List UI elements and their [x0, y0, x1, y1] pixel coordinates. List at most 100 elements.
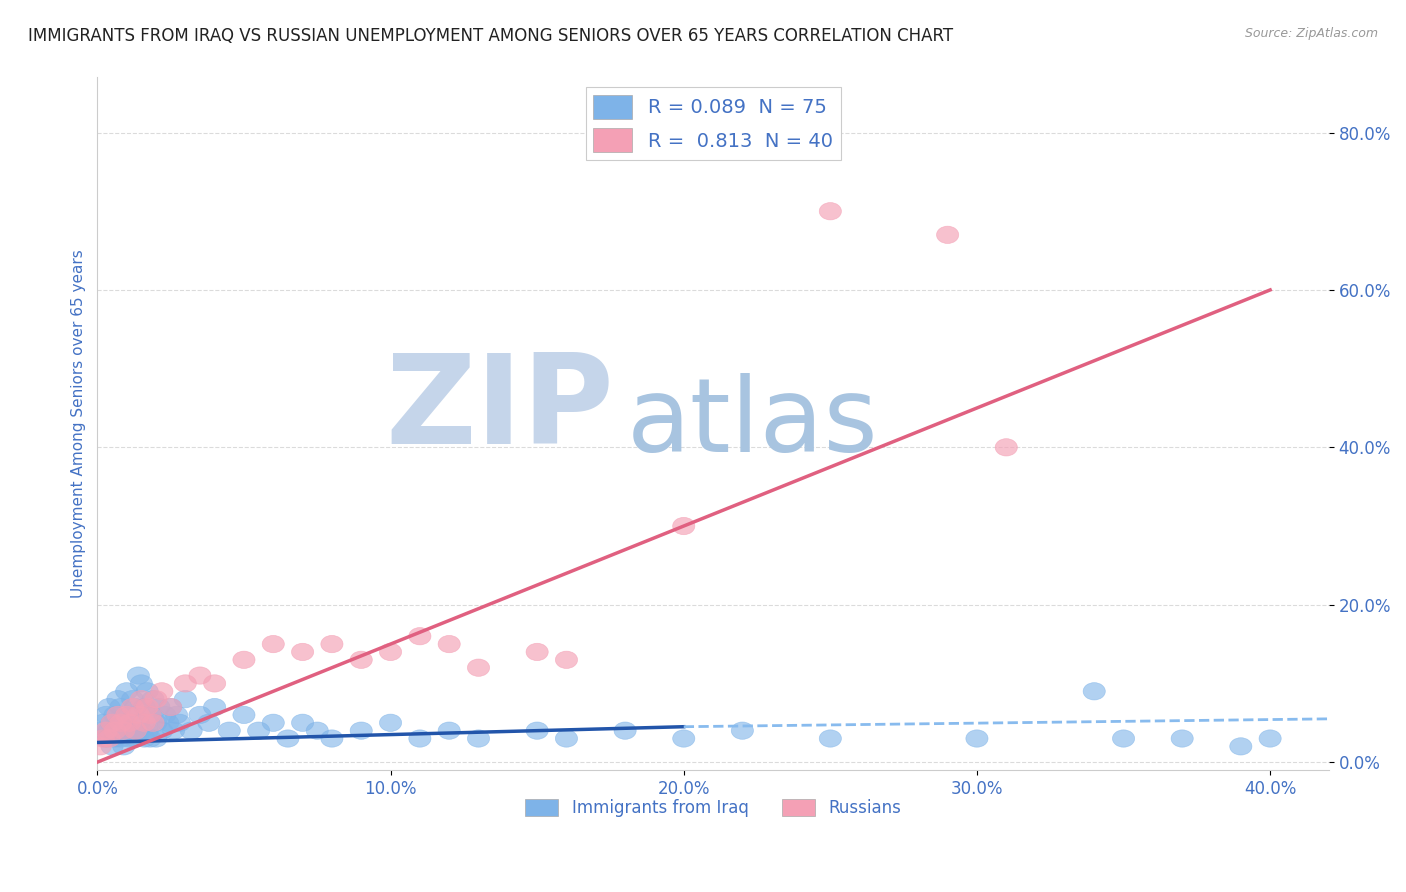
Ellipse shape [262, 714, 284, 731]
Ellipse shape [124, 730, 146, 747]
Ellipse shape [134, 698, 155, 715]
Ellipse shape [89, 722, 111, 739]
Ellipse shape [169, 714, 191, 731]
Ellipse shape [555, 651, 578, 668]
Ellipse shape [233, 651, 254, 668]
Ellipse shape [204, 698, 226, 715]
Ellipse shape [142, 714, 165, 731]
Ellipse shape [98, 730, 120, 747]
Ellipse shape [93, 730, 114, 747]
Ellipse shape [131, 674, 152, 692]
Ellipse shape [134, 714, 155, 731]
Ellipse shape [124, 698, 146, 715]
Ellipse shape [128, 667, 149, 684]
Ellipse shape [131, 722, 152, 739]
Ellipse shape [218, 722, 240, 739]
Ellipse shape [166, 706, 187, 723]
Ellipse shape [321, 730, 343, 747]
Ellipse shape [198, 714, 219, 731]
Ellipse shape [439, 722, 460, 739]
Ellipse shape [188, 706, 211, 723]
Ellipse shape [93, 714, 114, 731]
Ellipse shape [101, 714, 124, 731]
Text: ZIP: ZIP [385, 350, 614, 470]
Ellipse shape [96, 722, 117, 739]
Ellipse shape [118, 730, 141, 747]
Ellipse shape [128, 714, 149, 731]
Ellipse shape [380, 714, 402, 731]
Ellipse shape [107, 706, 129, 723]
Ellipse shape [136, 682, 159, 700]
Ellipse shape [277, 730, 299, 747]
Ellipse shape [350, 722, 373, 739]
Ellipse shape [98, 722, 120, 739]
Ellipse shape [96, 730, 117, 747]
Ellipse shape [526, 643, 548, 661]
Ellipse shape [174, 674, 197, 692]
Ellipse shape [180, 722, 202, 739]
Ellipse shape [89, 738, 111, 755]
Ellipse shape [136, 722, 159, 739]
Ellipse shape [118, 706, 141, 723]
Ellipse shape [112, 722, 135, 739]
Ellipse shape [409, 628, 432, 645]
Ellipse shape [145, 690, 167, 708]
Ellipse shape [995, 439, 1018, 456]
Ellipse shape [163, 722, 184, 739]
Ellipse shape [1171, 730, 1194, 747]
Ellipse shape [1083, 682, 1105, 700]
Ellipse shape [107, 722, 129, 739]
Ellipse shape [101, 738, 124, 755]
Ellipse shape [321, 635, 343, 653]
Ellipse shape [247, 722, 270, 739]
Ellipse shape [307, 722, 329, 739]
Ellipse shape [204, 674, 226, 692]
Ellipse shape [672, 730, 695, 747]
Ellipse shape [820, 730, 841, 747]
Ellipse shape [188, 667, 211, 684]
Ellipse shape [159, 698, 181, 715]
Ellipse shape [439, 635, 460, 653]
Ellipse shape [101, 714, 124, 731]
Ellipse shape [124, 722, 146, 739]
Ellipse shape [150, 722, 173, 739]
Ellipse shape [104, 706, 127, 723]
Ellipse shape [115, 682, 138, 700]
Ellipse shape [350, 651, 373, 668]
Ellipse shape [118, 714, 141, 731]
Ellipse shape [1112, 730, 1135, 747]
Ellipse shape [110, 698, 132, 715]
Ellipse shape [115, 722, 138, 739]
Ellipse shape [291, 714, 314, 731]
Legend: Immigrants from Iraq, Russians: Immigrants from Iraq, Russians [519, 792, 908, 824]
Ellipse shape [104, 722, 127, 739]
Ellipse shape [820, 202, 841, 220]
Ellipse shape [145, 730, 167, 747]
Ellipse shape [121, 722, 143, 739]
Ellipse shape [233, 706, 254, 723]
Ellipse shape [159, 698, 181, 715]
Text: IMMIGRANTS FROM IRAQ VS RUSSIAN UNEMPLOYMENT AMONG SENIORS OVER 65 YEARS CORRELA: IMMIGRANTS FROM IRAQ VS RUSSIAN UNEMPLOY… [28, 27, 953, 45]
Ellipse shape [112, 714, 135, 731]
Ellipse shape [98, 698, 120, 715]
Text: atlas: atlas [627, 373, 879, 475]
Ellipse shape [672, 517, 695, 534]
Ellipse shape [115, 706, 138, 723]
Ellipse shape [966, 730, 988, 747]
Ellipse shape [555, 730, 578, 747]
Ellipse shape [153, 706, 176, 723]
Ellipse shape [104, 730, 127, 747]
Y-axis label: Unemployment Among Seniors over 65 years: Unemployment Among Seniors over 65 years [72, 250, 86, 599]
Ellipse shape [156, 714, 179, 731]
Ellipse shape [148, 698, 170, 715]
Ellipse shape [142, 690, 165, 708]
Ellipse shape [150, 682, 173, 700]
Text: Source: ZipAtlas.com: Source: ZipAtlas.com [1244, 27, 1378, 40]
Ellipse shape [380, 643, 402, 661]
Ellipse shape [262, 635, 284, 653]
Ellipse shape [96, 706, 117, 723]
Ellipse shape [121, 690, 143, 708]
Ellipse shape [145, 714, 167, 731]
Ellipse shape [174, 690, 197, 708]
Ellipse shape [139, 706, 162, 723]
